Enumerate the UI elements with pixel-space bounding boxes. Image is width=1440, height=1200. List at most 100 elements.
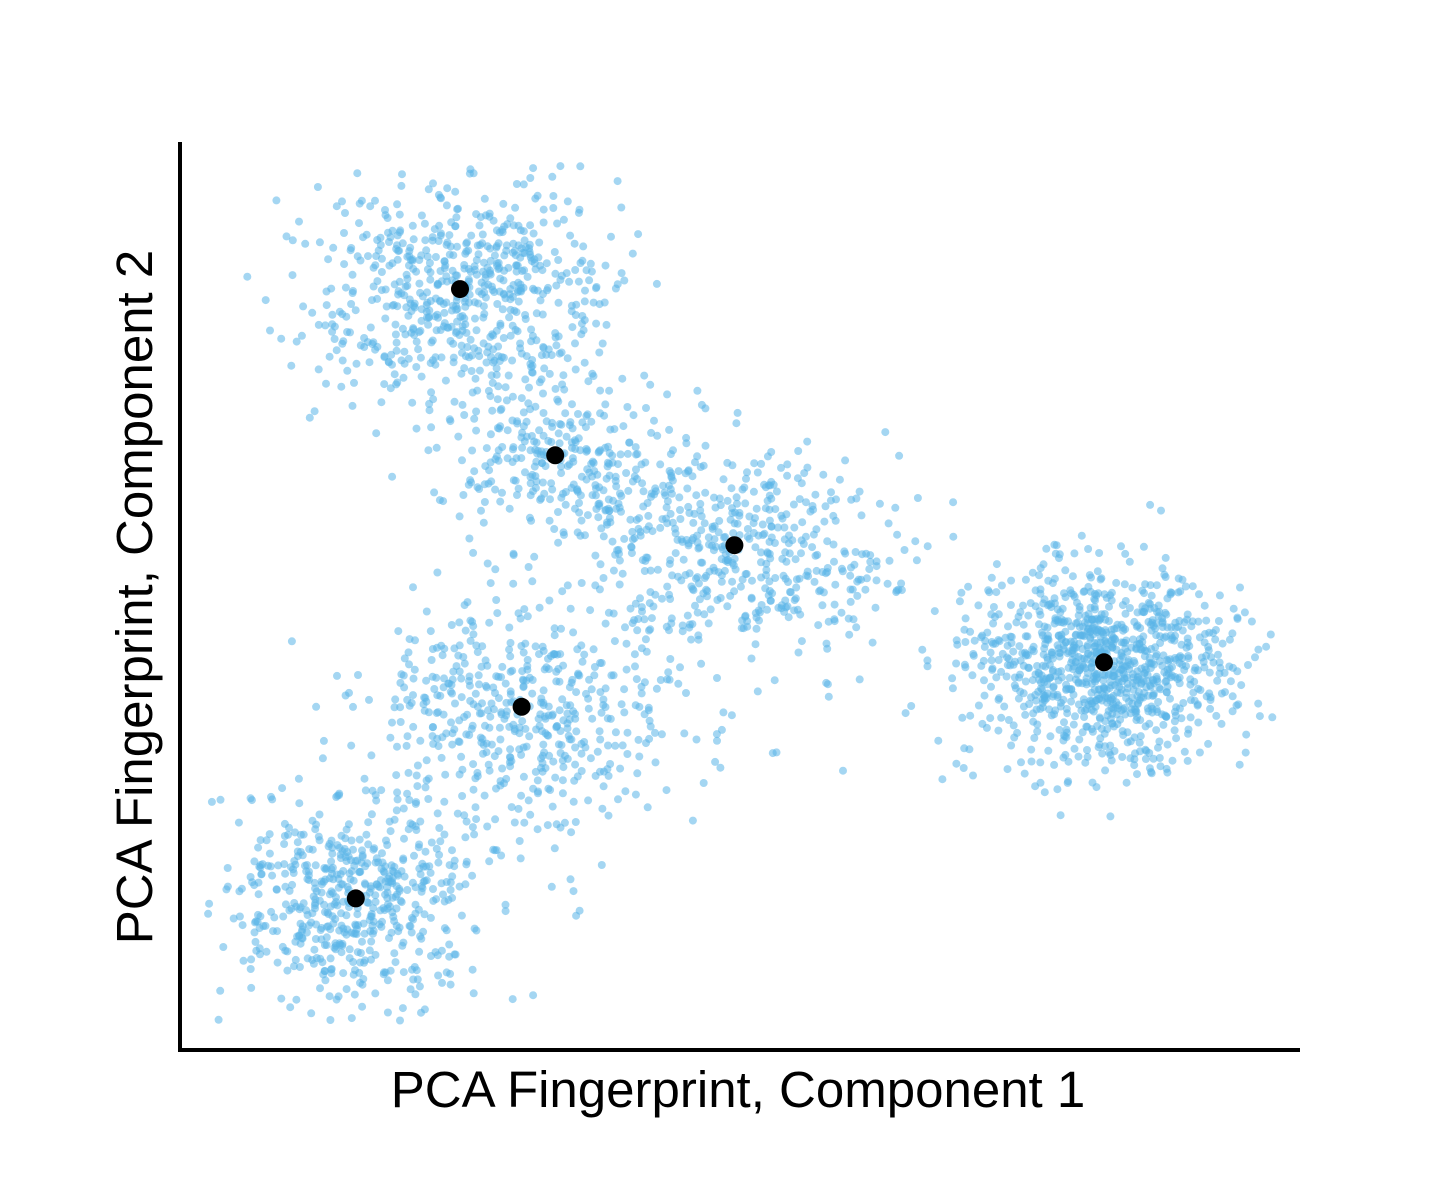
scatter-point (767, 533, 776, 542)
scatter-point (526, 446, 535, 455)
scatter-point (1074, 653, 1083, 661)
scatter-point (583, 511, 592, 520)
scatter-point (742, 474, 750, 483)
scatter-point (432, 443, 441, 452)
scatter-point (355, 868, 364, 877)
scatter-point (733, 408, 742, 417)
scatter-point (891, 503, 900, 512)
scatter-point (611, 728, 620, 737)
scatter-point (557, 271, 566, 280)
scatter-point (363, 898, 372, 907)
scatter-point (699, 461, 708, 470)
scatter-point (694, 544, 703, 553)
scatter-point (519, 648, 528, 657)
scatter-point (1106, 812, 1115, 821)
scatter-point (563, 581, 572, 590)
scatter-point (1093, 567, 1102, 576)
scatter-point (434, 237, 443, 245)
scatter-point (216, 986, 225, 995)
scatter-point (442, 878, 451, 886)
scatter-point (1117, 638, 1126, 647)
scatter-point (729, 529, 738, 538)
scatter-point (726, 591, 735, 600)
scatter-point (823, 680, 832, 689)
scatter-point (558, 756, 567, 765)
scatter-point (705, 567, 714, 576)
scatter-point (647, 614, 656, 623)
scatter-point (1010, 681, 1019, 690)
scatter-point (766, 596, 775, 605)
scatter-point (469, 169, 478, 178)
scatter-point (509, 239, 518, 248)
scatter-point (1186, 713, 1195, 722)
scatter-point (416, 288, 425, 297)
scatter-point (1167, 588, 1176, 597)
scatter-point (469, 760, 478, 769)
scatter-point (586, 754, 595, 763)
scatter-point (416, 870, 425, 879)
scatter-point (1237, 681, 1246, 690)
scatter-point (777, 601, 786, 610)
scatter-point (493, 395, 502, 404)
scatter-point (620, 685, 629, 694)
scatter-point (557, 741, 566, 750)
scatter-point (551, 329, 560, 338)
scatter-point (237, 884, 246, 893)
scatter-point (587, 417, 596, 426)
scatter-point (1232, 701, 1241, 710)
scatter-point (429, 179, 437, 188)
scatter-point (359, 919, 368, 928)
scatter-point (533, 449, 542, 458)
scatter-point (368, 786, 377, 795)
scatter-point (642, 647, 651, 656)
scatter-point (666, 450, 675, 459)
scatter-point (918, 645, 927, 654)
scatter-point (1075, 623, 1084, 632)
scatter-point (749, 529, 758, 537)
scatter-point (491, 565, 500, 574)
scatter-point (1087, 679, 1096, 688)
scatter-point (433, 691, 442, 700)
scatter-point (571, 365, 580, 374)
scatter-point (733, 499, 741, 508)
scatter-point (1083, 627, 1092, 636)
scatter-point (357, 858, 366, 867)
scatter-point (687, 582, 696, 591)
scatter-point (608, 451, 617, 460)
scatter-point (604, 442, 613, 451)
scatter-point (336, 940, 345, 949)
scatter-point (1133, 770, 1141, 779)
scatter-point (332, 346, 341, 355)
scatter-point (1177, 640, 1186, 649)
scatter-point (535, 603, 544, 612)
scatter-point (682, 689, 690, 697)
scatter-point (270, 913, 279, 922)
scatter-point (728, 577, 737, 586)
scatter-point (294, 774, 303, 783)
scatter-point (599, 486, 608, 495)
scatter-point (501, 294, 510, 303)
scatter-point (475, 221, 484, 230)
scatter-point (487, 740, 496, 749)
scatter-point (830, 600, 839, 609)
scatter-point (558, 695, 567, 704)
scatter-point (519, 283, 528, 292)
scatter-point (508, 392, 517, 401)
scatter-point (617, 203, 626, 212)
scatter-point (752, 624, 761, 633)
scatter-point (688, 816, 697, 825)
scatter-point (486, 579, 495, 588)
scatter-point (1228, 629, 1237, 638)
scatter-point (308, 845, 317, 854)
scatter-point (498, 225, 507, 234)
scatter-point (410, 963, 419, 971)
scatter-point (652, 684, 661, 693)
scatter-point (1161, 553, 1170, 562)
scatter-point (538, 642, 547, 651)
scatter-point (1087, 688, 1096, 697)
scatter-point (436, 193, 445, 202)
scatter-point (1152, 675, 1161, 684)
scatter-point (509, 579, 518, 588)
scatter-point (463, 710, 472, 719)
scatter-point (315, 896, 324, 905)
